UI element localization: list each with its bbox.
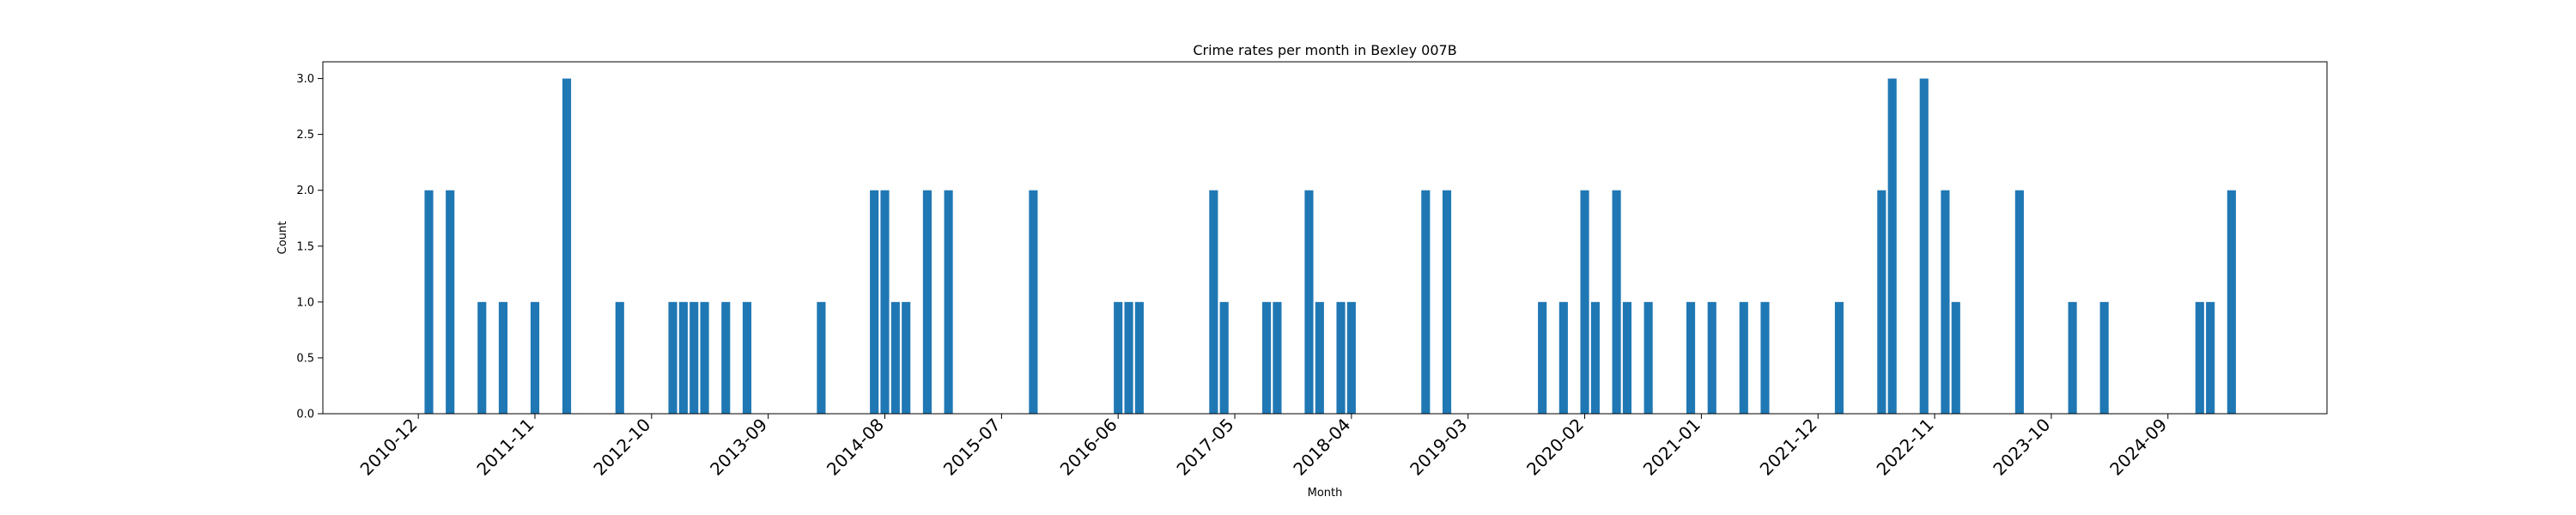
bar-2025-03 [2227,190,2236,414]
bar-2014-10 [902,301,911,414]
bar-2012-12 [668,301,677,414]
y-tick-label: 1.0 [296,296,314,309]
y-tick-label: 2.5 [296,129,314,142]
bar-2013-03 [700,301,709,414]
bar-2019-12 [1558,301,1568,414]
bar-2019-01 [1442,190,1452,414]
bar-2021-07 [1760,301,1770,414]
bar-2023-12 [2068,301,2077,414]
bar-2012-02 [562,78,572,415]
bar-2019-10 [1538,301,1547,414]
bar-2013-05 [721,301,731,414]
y-axis-label: Count [276,221,289,255]
bar-2024-12 [2195,301,2204,414]
bar-2020-03 [1590,301,1600,414]
bar-2014-07 [870,190,879,414]
bar-2017-09 [1273,301,1282,414]
bar-2017-08 [1262,301,1272,414]
bar-2017-12 [1304,190,1314,414]
y-tick-label: 0.0 [296,409,314,421]
bar-2012-07 [615,301,624,414]
bar-2013-02 [690,301,699,414]
bar-2011-11 [530,301,540,414]
bar-2022-07 [1887,78,1897,415]
y-axis-ticks: 0.0 0.5 1.0 1.5 2.0 2.5 3.0 [296,73,323,421]
bar-2015-10 [1029,190,1038,414]
bar-2014-09 [890,301,900,414]
y-tick-label: 1.5 [296,240,314,253]
bar-2017-03 [1209,190,1218,414]
y-tick-label: 3.0 [296,73,314,86]
bars-group [424,78,2236,415]
bar-2013-01 [678,301,688,414]
bar-2020-02 [1580,190,1589,414]
bar-2018-03 [1336,301,1346,414]
chart-title: Crime rates per month in Bexley 007B [1193,42,1456,58]
bar-2018-04 [1346,301,1356,414]
bar-2011-01 [424,190,434,414]
bar-2016-08 [1134,301,1144,414]
bar-2020-06 [1622,301,1632,414]
bar-2022-10 [1919,78,1929,415]
bar-2021-02 [1707,301,1716,414]
bar-2015-02 [944,190,953,414]
bar-2017-04 [1219,301,1229,414]
x-axis-label: Month [1308,487,1343,500]
bar-2011-08 [498,301,507,414]
bar-2020-08 [1643,301,1653,414]
bar-2021-05 [1739,301,1748,414]
y-tick-label: 0.5 [296,352,314,365]
bar-2022-02 [1834,301,1844,414]
bar-2020-05 [1612,190,1621,414]
bar-2011-03 [446,190,455,414]
bar-2014-02 [817,301,826,414]
y-tick-label: 2.0 [296,185,314,197]
bar-2016-07 [1124,301,1133,414]
bar-2013-07 [742,301,752,414]
bar-2022-12 [1941,190,1950,414]
bar-2025-01 [2206,301,2215,414]
bar-2014-08 [880,190,890,414]
axes-frame [322,61,2328,415]
bar-2014-12 [922,190,932,414]
bar-2020-12 [1686,301,1696,414]
bar-2011-06 [477,301,487,414]
bar-2016-06 [1114,301,1123,414]
bar-2022-06 [1877,190,1886,414]
bar-2023-07 [2014,190,2024,414]
bar-2024-03 [2099,301,2109,414]
bar-2023-01 [1951,301,1960,414]
bar-2018-11 [1421,190,1431,414]
bar-2018-01 [1315,301,1324,414]
